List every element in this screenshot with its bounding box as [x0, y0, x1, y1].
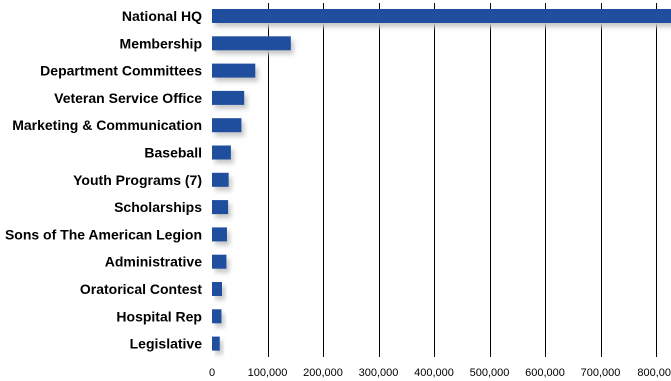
bar-11 — [212, 309, 222, 324]
bar-9 — [212, 254, 227, 269]
bar-5 — [212, 145, 231, 160]
bar-2 — [212, 63, 256, 78]
category-label-1: Membership — [120, 35, 202, 51]
category-label-4: Marketing & Communication — [12, 117, 202, 133]
x-tick-label-3: 300,000 — [359, 367, 399, 379]
category-label-8: Sons of The American Legion — [5, 226, 202, 242]
x-tick-label-6: 600,000 — [525, 367, 565, 379]
category-label-2: Department Committees — [40, 63, 202, 79]
bar-6 — [212, 172, 229, 187]
bar-7 — [212, 200, 229, 215]
category-label-6: Youth Programs (7) — [73, 172, 202, 188]
bar-shadows — [215, 13, 671, 355]
bar-3 — [212, 90, 245, 105]
x-tick-labels: 0 100,000 200,000 300,000 400,000 500,000 600,… — [209, 367, 671, 379]
category-label-7: Scholarships — [114, 199, 202, 215]
bar-1 — [212, 36, 291, 51]
category-label-12: Legislative — [130, 336, 203, 352]
category-label-11: Hospital Rep — [116, 308, 202, 324]
category-label-3: Veteran Service Office — [54, 90, 202, 106]
bars — [212, 9, 671, 351]
bar-4 — [212, 118, 242, 133]
x-tick-label-2: 200,000 — [303, 367, 343, 379]
x-tick-label-1: 100,000 — [248, 367, 288, 379]
bar-10 — [212, 282, 222, 296]
x-tick-label-5: 500,000 — [470, 367, 510, 379]
x-tick-label-7: 700,000 — [581, 367, 621, 379]
bar-12 — [212, 336, 220, 351]
gridlines — [268, 3, 657, 357]
category-label-5: Baseball — [144, 145, 202, 161]
category-labels: National HQ Membership Department Committe… — [5, 8, 202, 352]
bar-0 — [212, 9, 671, 23]
category-label-9: Administrative — [105, 254, 202, 270]
x-tick-label-0: 0 — [209, 367, 215, 379]
category-label-0: National HQ — [122, 8, 202, 24]
category-label-10: Oratorical Contest — [80, 281, 202, 297]
bar-8 — [212, 227, 227, 242]
x-tick-label-4: 400,000 — [414, 367, 454, 379]
x-tick-label-8: 800,00 — [637, 367, 671, 379]
